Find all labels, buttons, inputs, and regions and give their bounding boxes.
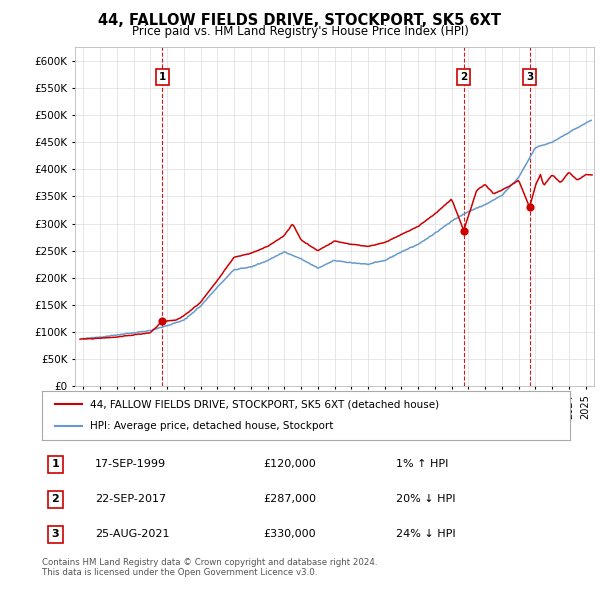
Text: 1: 1 <box>159 72 166 82</box>
Text: £330,000: £330,000 <box>264 529 316 539</box>
Text: 22-SEP-2017: 22-SEP-2017 <box>95 494 166 504</box>
Text: 25-AUG-2021: 25-AUG-2021 <box>95 529 169 539</box>
Text: 24% ↓ HPI: 24% ↓ HPI <box>396 529 455 539</box>
Text: Contains HM Land Registry data © Crown copyright and database right 2024.
This d: Contains HM Land Registry data © Crown c… <box>42 558 377 577</box>
Text: 17-SEP-1999: 17-SEP-1999 <box>95 460 166 469</box>
Point <box>459 226 469 235</box>
Text: 2: 2 <box>460 72 467 82</box>
Text: £120,000: £120,000 <box>264 460 317 469</box>
Text: Price paid vs. HM Land Registry's House Price Index (HPI): Price paid vs. HM Land Registry's House … <box>131 25 469 38</box>
Text: 1% ↑ HPI: 1% ↑ HPI <box>396 460 448 469</box>
Text: 44, FALLOW FIELDS DRIVE, STOCKPORT, SK5 6XT (detached house): 44, FALLOW FIELDS DRIVE, STOCKPORT, SK5 … <box>89 399 439 409</box>
Text: HPI: Average price, detached house, Stockport: HPI: Average price, detached house, Stoc… <box>89 421 333 431</box>
Point <box>525 202 535 212</box>
Text: 3: 3 <box>52 529 59 539</box>
Text: 1: 1 <box>52 460 59 469</box>
Text: 2: 2 <box>52 494 59 504</box>
Text: £287,000: £287,000 <box>264 494 317 504</box>
Text: 44, FALLOW FIELDS DRIVE, STOCKPORT, SK5 6XT: 44, FALLOW FIELDS DRIVE, STOCKPORT, SK5 … <box>98 13 502 28</box>
Text: 20% ↓ HPI: 20% ↓ HPI <box>396 494 455 504</box>
Point <box>158 317 167 326</box>
Text: 3: 3 <box>526 72 533 82</box>
